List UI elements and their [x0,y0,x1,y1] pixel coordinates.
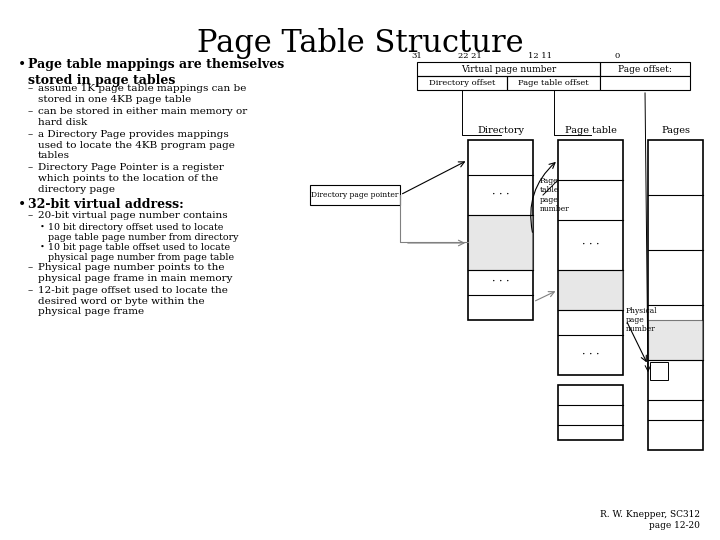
Text: Directory Page Pointer is a register
which points to the location of the
directo: Directory Page Pointer is a register whi… [38,163,224,193]
Text: · · ·: · · · [582,350,599,360]
Text: –: – [28,107,33,116]
Text: 0: 0 [614,52,620,60]
Text: Page Table Structure: Page Table Structure [197,28,523,59]
Text: –: – [28,130,33,139]
Text: 10 bit directory offset used to locate
page table page number from directory: 10 bit directory offset used to locate p… [48,223,238,242]
Text: •: • [40,223,45,231]
Text: Physical
page
number: Physical page number [626,307,657,333]
Text: Physical page number points to the
physical page frame in main memory: Physical page number points to the physi… [38,263,233,283]
Text: –: – [28,286,33,295]
Bar [650,362,668,380]
Text: 32-bit virtual address:: 32-bit virtual address: [28,198,184,211]
Text: · · ·: · · · [492,190,509,200]
Text: –: – [28,163,33,172]
Text: 20-bit virtual page number contains: 20-bit virtual page number contains [38,211,228,220]
Bar [558,385,623,440]
Text: 22 21: 22 21 [458,52,482,60]
Bar [600,62,690,76]
Bar [558,270,623,310]
Text: •: • [40,243,45,251]
Text: 10 bit page table offset used to locate
physical page number from page table: 10 bit page table offset used to locate … [48,243,234,262]
Text: •: • [18,58,26,72]
Text: Pages: Pages [661,126,690,135]
Bar [417,76,507,90]
Text: assume 1K page table mappings can be
stored in one 4KB page table: assume 1K page table mappings can be sto… [38,84,246,104]
Bar [417,62,600,76]
Text: Page table: Page table [564,126,616,135]
Text: Page table mappings are themselves
stored in page tables: Page table mappings are themselves store… [28,58,284,87]
Text: Directory: Directory [477,126,524,135]
Text: 12 11: 12 11 [528,52,552,60]
Text: R. W. Knepper, SC312
page 12-20: R. W. Knepper, SC312 page 12-20 [600,510,700,530]
Text: –: – [28,211,33,220]
Bar [648,320,703,360]
Text: · · ·: · · · [582,240,599,250]
Text: · · ·: · · · [492,277,509,287]
Text: 12-bit page offset used to locate the
desired word or byte within the
physical p: 12-bit page offset used to locate the de… [38,286,228,316]
Text: Directory page pointer: Directory page pointer [311,191,399,199]
Text: –: – [28,263,33,272]
Bar [600,76,690,90]
Text: –: – [28,84,33,93]
Text: 31: 31 [412,52,423,60]
Bar [468,215,533,270]
Text: Page table offset: Page table offset [518,79,589,87]
Text: Page offset:: Page offset: [618,64,672,73]
Bar [558,140,623,375]
Text: Directory offset: Directory offset [429,79,495,87]
Text: Page offset:: Page offset: [618,78,672,87]
Bar [648,140,703,450]
Bar [507,76,600,90]
Bar [310,185,400,205]
Text: a Directory Page provides mappings
used to locate the 4KB program page
tables: a Directory Page provides mappings used … [38,130,235,160]
Text: Page
table
page
number: Page table page number [540,177,570,213]
Text: Virtual page number: Virtual page number [461,64,556,73]
Text: •: • [18,198,26,212]
Text: can be stored in either main memory or
hard disk: can be stored in either main memory or h… [38,107,247,127]
Bar [468,140,533,320]
